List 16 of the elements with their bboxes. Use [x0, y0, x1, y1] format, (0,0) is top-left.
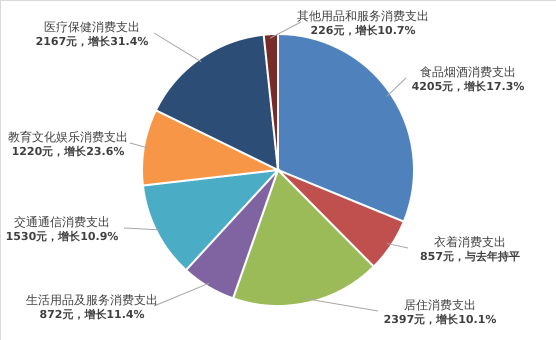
slice-label: 交通通信消费支出	[14, 215, 110, 229]
data-label: 872元，增长11.4%	[39, 308, 145, 321]
data-label: 226元，增长10.7%	[310, 24, 416, 37]
data-label: 1530元，增长10.9%	[6, 230, 118, 243]
slice-label: 食品烟酒消费支出	[420, 65, 516, 79]
data-label: 857元，与去年持平	[420, 250, 520, 263]
slice-label: 居住消费支出	[404, 298, 476, 312]
data-label: 4205元，增长17.3%	[412, 80, 524, 93]
slice-label: 医疗保健消费支出	[44, 20, 140, 34]
data-label: 2167元，增长31.4%	[36, 35, 148, 48]
slice-label: 生活用品及服务消费支出	[26, 293, 158, 307]
slice-label: 教育文化娱乐消费支出	[8, 130, 128, 144]
data-label: 1220元，增长23.6%	[12, 145, 124, 158]
data-label: 2397元，增长10.1%	[384, 313, 496, 326]
slice-label: 衣着消费支出	[434, 235, 506, 249]
slice-label: 其他用品和服务消费支出	[297, 9, 429, 23]
